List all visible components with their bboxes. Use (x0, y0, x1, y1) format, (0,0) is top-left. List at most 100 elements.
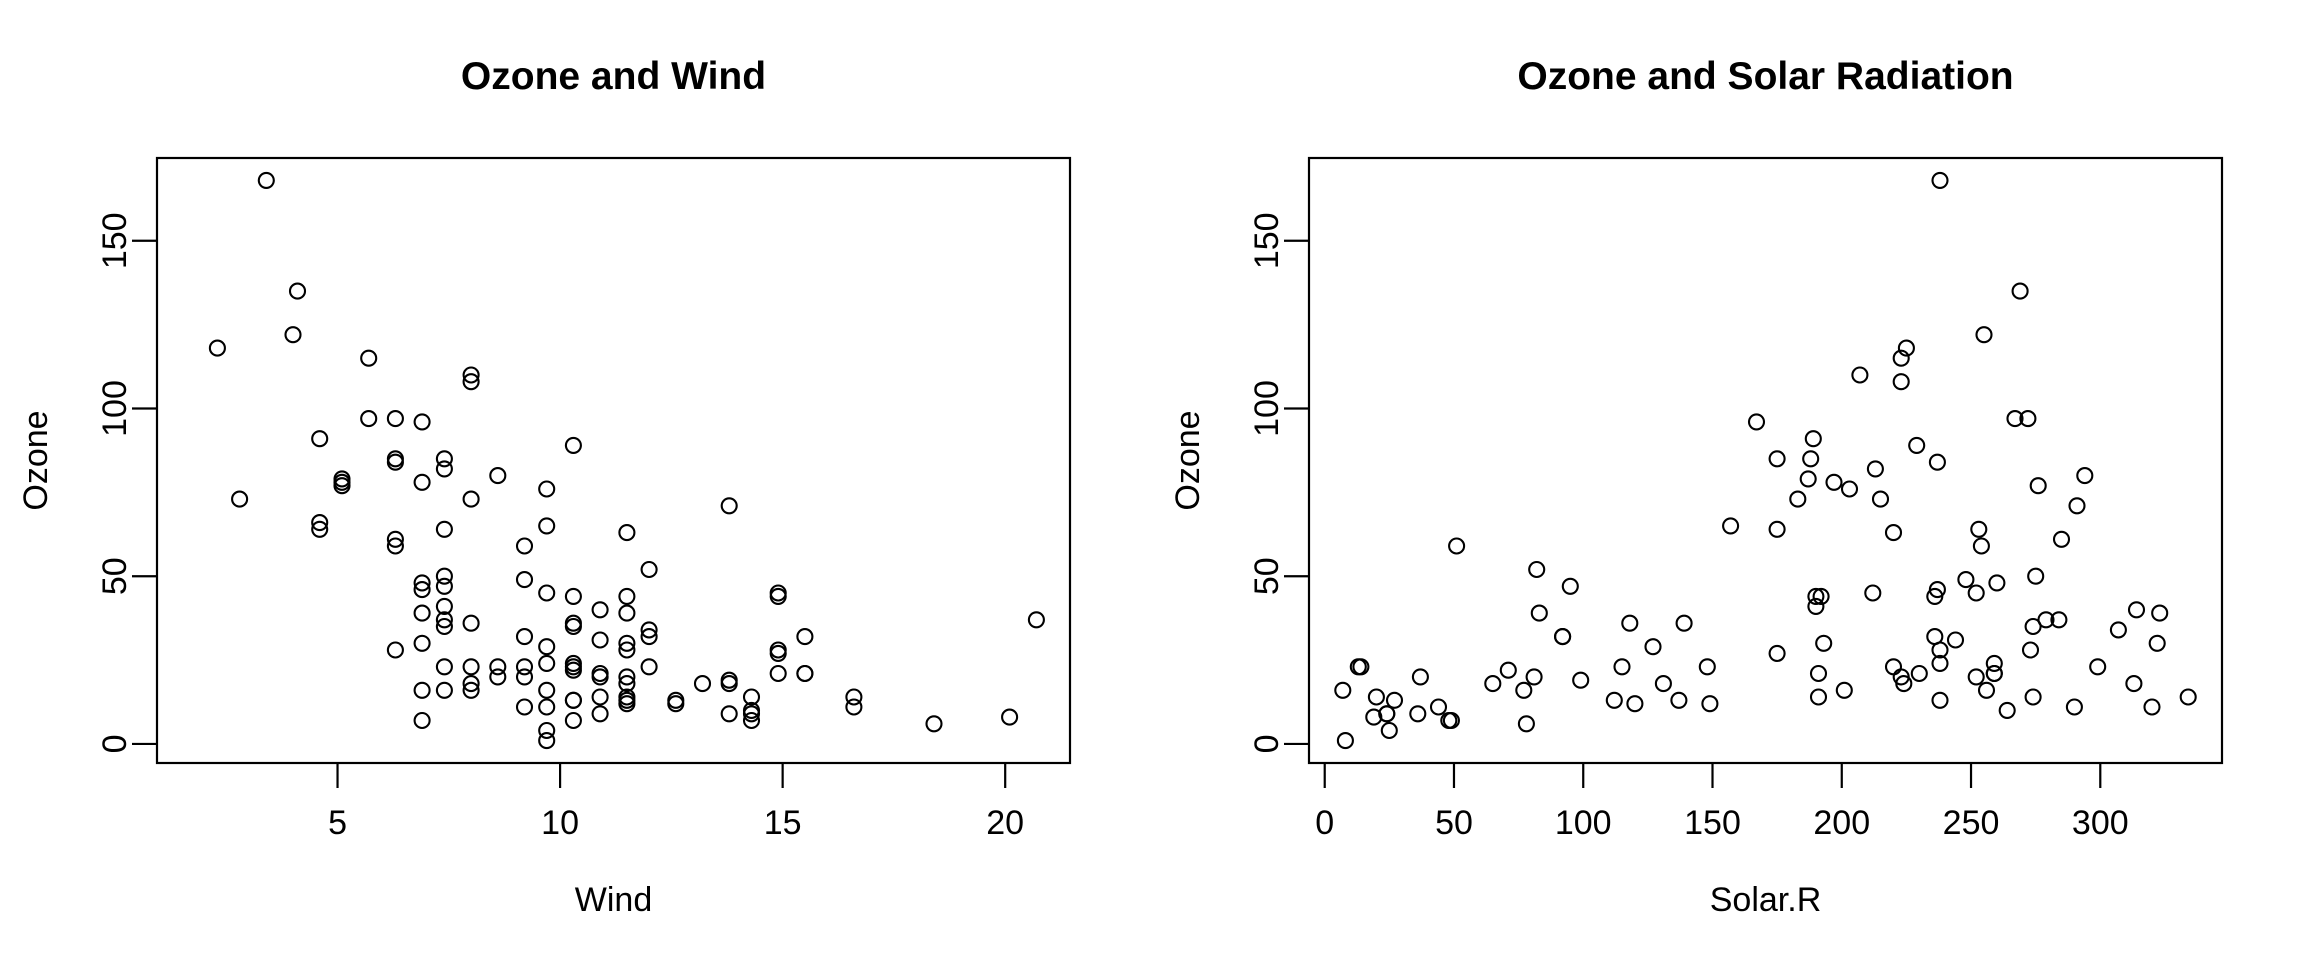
data-point (591, 664, 609, 683)
data-point (720, 675, 738, 693)
y-axis-tick-label: 150 (96, 212, 134, 269)
data-point (1670, 691, 1688, 709)
data-point (1499, 661, 1517, 679)
data-point (1409, 705, 1427, 723)
data-point (435, 460, 453, 478)
data-point (1367, 688, 1385, 706)
x-axis-title: Wind (575, 881, 652, 919)
y-axis-tick-label: 100 (96, 380, 134, 437)
data-point (462, 658, 480, 676)
data-point (1807, 587, 1825, 605)
data-point (489, 467, 507, 485)
data-point (1931, 171, 1949, 189)
data-point (1957, 571, 1975, 589)
data-point (2068, 497, 2086, 515)
data-point (1908, 436, 1926, 454)
data-point (1835, 681, 1853, 699)
data-point (386, 450, 404, 468)
data-point (769, 644, 787, 662)
data-point (1515, 681, 1533, 699)
data-point (1528, 560, 1546, 579)
data-point (2179, 688, 2197, 706)
data-point (311, 514, 329, 532)
data-point (1747, 413, 1766, 431)
data-point (1809, 664, 1828, 683)
data-point (1985, 654, 2003, 672)
y-axis-tick-label: 0 (1248, 734, 1286, 753)
data-point (693, 675, 712, 693)
data-point (769, 584, 787, 602)
data-point (667, 695, 685, 713)
data-point (564, 654, 582, 672)
data-point (538, 480, 556, 498)
data-point (538, 517, 556, 535)
data-point (413, 574, 431, 592)
data-point (311, 520, 329, 538)
data-point (360, 349, 378, 367)
data-point (413, 634, 431, 652)
data-point (618, 641, 636, 659)
data-point (591, 705, 609, 723)
data-point (1851, 366, 1869, 384)
data-point (1380, 721, 1398, 740)
data-point (742, 705, 761, 723)
data-point (515, 698, 534, 716)
data-point (2011, 282, 2029, 300)
data-point (1675, 614, 1693, 632)
x-axis-tick-label: 200 (1813, 804, 1870, 842)
y-axis-tick-label: 150 (1248, 212, 1286, 269)
y-axis-tick-label: 0 (96, 734, 134, 753)
data-point (720, 671, 738, 689)
data-point (386, 530, 404, 548)
data-point (618, 675, 636, 693)
data-point (1975, 326, 1993, 344)
plot-box (1307, 156, 2224, 765)
data-point (515, 668, 534, 686)
data-point (2089, 658, 2107, 676)
data-point (1977, 681, 1996, 699)
data-point (564, 436, 582, 454)
data-point (1621, 614, 1639, 632)
data-point (2065, 698, 2083, 716)
y-axis-tick-label: 100 (1248, 380, 1286, 437)
data-point (2076, 467, 2094, 485)
data-point (1972, 537, 1990, 555)
x-axis-tick-label: 250 (1943, 804, 2000, 842)
data-point (413, 681, 431, 699)
data-point (515, 571, 534, 589)
scatter-plot-ozone-solar: Ozone and Solar Radiation Solar.R Ozone … (1169, 55, 2224, 919)
data-point (2109, 621, 2127, 639)
data-point (1807, 597, 1825, 615)
data-point (1931, 641, 1949, 659)
data-point (1001, 708, 1019, 726)
data-point (1525, 668, 1543, 686)
data-point (386, 641, 404, 659)
data-point (564, 614, 582, 632)
data-point (640, 560, 658, 579)
data-point (1815, 634, 1833, 652)
data-point (435, 611, 453, 629)
data-point (1336, 732, 1354, 750)
data-point (1484, 675, 1502, 693)
data-point (1365, 708, 1383, 726)
data-point (413, 711, 431, 730)
data-point (1768, 644, 1786, 662)
data-point (1654, 675, 1672, 693)
data-point (796, 664, 814, 683)
data-point (1809, 688, 1828, 706)
data-point (538, 654, 556, 672)
data-point (538, 681, 556, 699)
data-point (462, 681, 480, 699)
data-point (742, 711, 761, 730)
scatter-plot-ozone-wind: Ozone and Wind Wind Ozone 5 10 15 20 0 50 100 1… (17, 55, 1072, 919)
data-point (2125, 675, 2143, 693)
data-point (2021, 641, 2040, 659)
data-point (284, 326, 302, 344)
data-point (1701, 695, 1719, 713)
x-axis-tick-label: 20 (986, 804, 1024, 842)
data-point (618, 604, 636, 622)
data-point (462, 366, 480, 384)
data-point (591, 631, 609, 649)
y-axis-tick-label: 50 (1248, 557, 1286, 595)
chart-title: Ozone and Wind (461, 55, 766, 98)
